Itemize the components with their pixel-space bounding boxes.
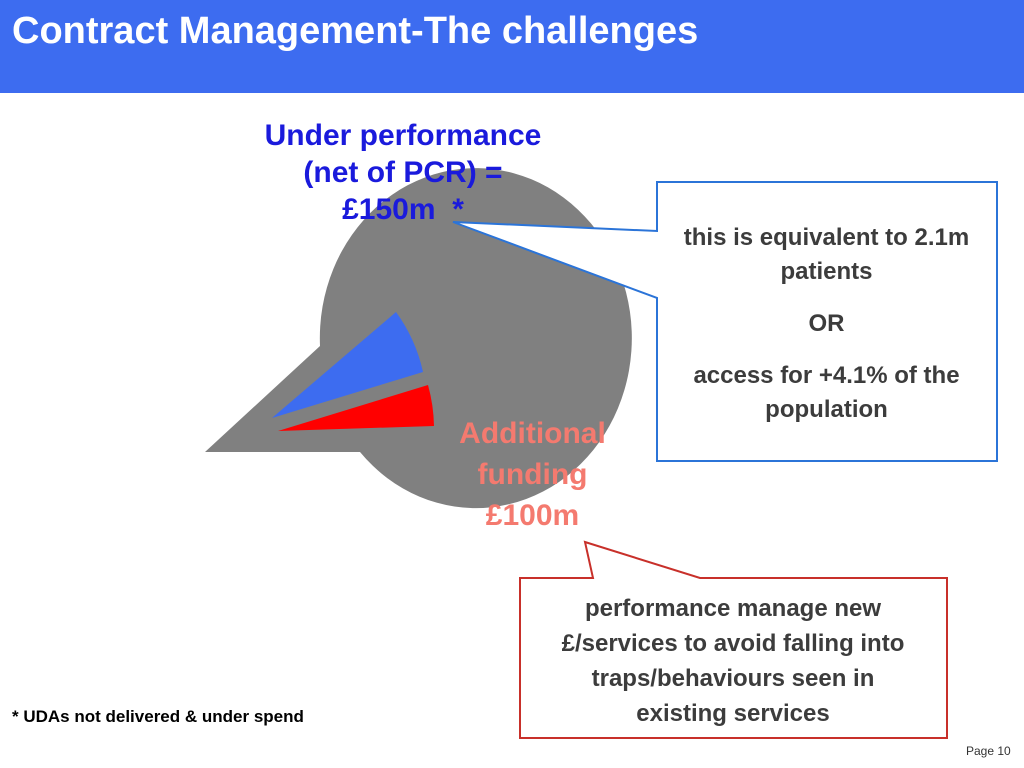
under-performance-line: Under performance xyxy=(264,119,542,152)
callout-red-outline xyxy=(519,540,948,739)
callout-red-line: £/services to avoid falling into xyxy=(561,630,905,657)
additional-funding-label: Additional funding £100m xyxy=(440,413,625,536)
pie-label-budget: budget xyxy=(90,445,187,477)
under-performance-line: (net of PCR) = xyxy=(303,156,503,189)
footnote: * UDAs not delivered & under spend xyxy=(12,707,304,726)
under-performance-line: £150m * xyxy=(342,193,464,226)
callout-blue-text: this is equivalent to 2.1m patients OR a… xyxy=(656,181,997,461)
under-performance-label: Under performance (net of PCR) = £150m * xyxy=(238,117,568,228)
pie-slice-additional-funding xyxy=(278,385,434,431)
callout-red-line: performance manage new xyxy=(584,595,882,622)
callout-blue-paragraph: access for +4.1% of the population xyxy=(693,362,960,423)
callout-red-text: performance manage new £/services to avo… xyxy=(519,577,947,739)
pie-slice-under-performance xyxy=(272,312,423,418)
callout-red-line: traps/behaviours seen in xyxy=(591,665,875,692)
page-number: Page 10 xyxy=(966,744,1011,758)
callout-blue-paragraph: OR xyxy=(808,310,845,337)
pie-label-dental: Dental xyxy=(95,384,184,416)
callout-blue-outline xyxy=(452,181,998,462)
slide-title: Contract Management-The challenges xyxy=(12,10,699,52)
additional-funding-line: £100m xyxy=(485,499,580,532)
title-bar: Contract Management-The challenges xyxy=(0,0,1024,93)
additional-funding-line: Additional xyxy=(459,417,606,450)
callout-blue-paragraph: this is equivalent to 2.1m patients xyxy=(683,224,970,285)
callout-red-line: existing services xyxy=(636,700,830,727)
additional-funding-line: funding xyxy=(477,458,588,491)
